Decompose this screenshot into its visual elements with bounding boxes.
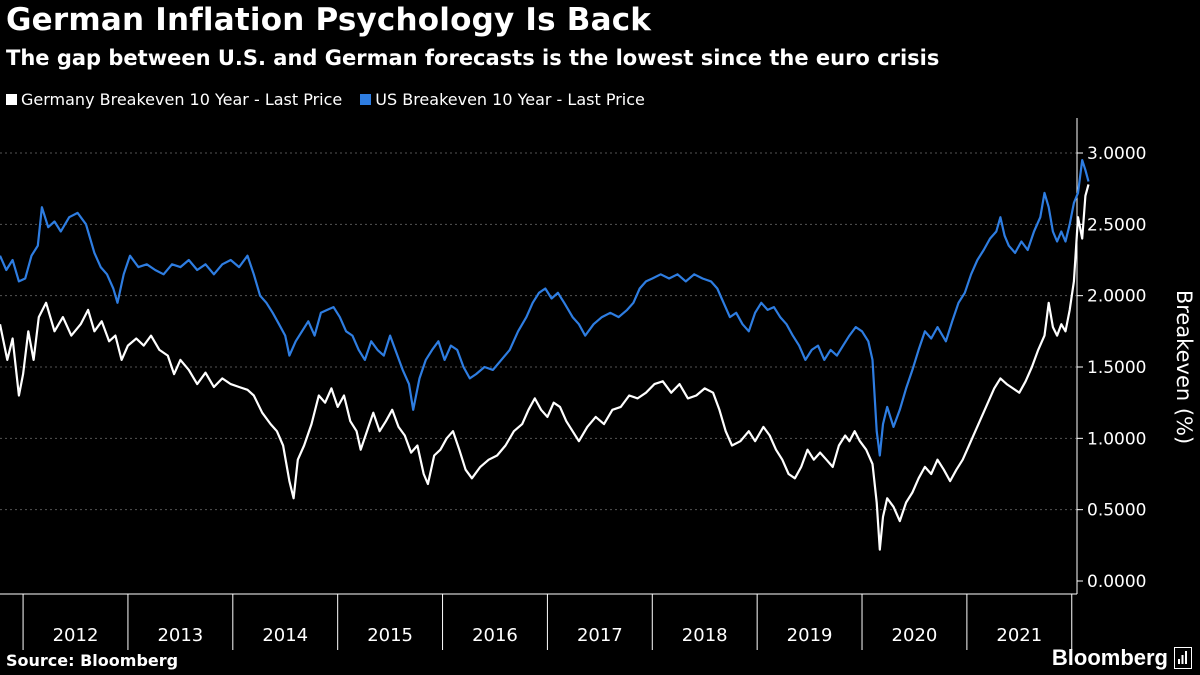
gridlines (0, 152, 1077, 511)
source-note: Source: Bloomberg (6, 651, 179, 670)
x-tick-label: 2021 (996, 625, 1042, 646)
x-tick-label: 2017 (577, 625, 623, 646)
chart-subtitle: The gap between U.S. and German forecast… (6, 46, 940, 70)
germany-breakeven-line (0, 184, 1090, 551)
y-tick-label: 3.0000 (1087, 144, 1146, 164)
legend-swatch-germany (6, 94, 17, 105)
x-tick-label: 2020 (892, 625, 938, 646)
legend-item-us: US Breakeven 10 Year - Last Price (360, 90, 645, 109)
y-tick-label: 2.0000 (1087, 287, 1146, 307)
x-tick-label: 2018 (682, 625, 728, 646)
legend-item-germany: Germany Breakeven 10 Year - Last Price (6, 90, 342, 109)
y-tick-label: 0.5000 (1087, 501, 1146, 521)
chart-title: German Inflation Psychology Is Back (6, 2, 652, 38)
x-tick-label: 2013 (157, 625, 203, 646)
legend: Germany Breakeven 10 Year - Last Price U… (6, 90, 645, 109)
y-tick-label: 2.5000 (1087, 215, 1146, 235)
y-tick-label: 1.5000 (1087, 358, 1146, 378)
series-lines (0, 159, 1090, 551)
bloomberg-logo: Bloomberg (1052, 645, 1192, 671)
us-breakeven-line (0, 159, 1090, 457)
x-tick-label: 2014 (262, 625, 308, 646)
brand-name: Bloomberg (1051, 645, 1168, 670)
x-tick-label: 2019 (787, 625, 833, 646)
legend-label-germany: Germany Breakeven 10 Year - Last Price (21, 90, 343, 109)
legend-swatch-us (360, 94, 372, 105)
x-tick-label: 2015 (367, 625, 413, 646)
x-tick-label: 2012 (53, 625, 99, 646)
axes (0, 118, 1083, 650)
bloomberg-badge-icon (1174, 647, 1192, 669)
y-axis-title: Breakeven (%) (1172, 290, 1196, 444)
tick-labels: 0.0000 0.5000 1.0000 1.5000 2.0000 2.5000 3.00… (53, 144, 1196, 646)
legend-label-us: US Breakeven 10 Year - Last Price (375, 90, 645, 109)
y-tick-label: 0.0000 (1087, 572, 1146, 592)
y-tick-label: 1.0000 (1087, 429, 1146, 449)
x-tick-label: 2016 (472, 625, 518, 646)
